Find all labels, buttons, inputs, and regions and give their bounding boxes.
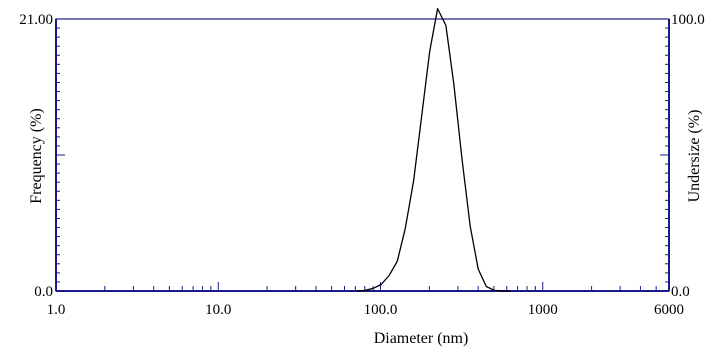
bottom-axis-ticks: [55, 282, 670, 291]
frequency-series-line: [357, 7, 511, 292]
y-left-tick-label: 21.00: [19, 12, 53, 28]
x-tick-label: 1.0: [47, 302, 66, 318]
y-axis-title-right: Undersize (%): [686, 110, 703, 203]
x-tick-label: 10.0: [205, 302, 231, 318]
y-left-tick-label: 0.0: [34, 284, 53, 300]
tick-labels: 1.0 10.0 100.0 1000 6000 0.0 21.00 0.0 100.0: [19, 12, 705, 318]
y-right-tick-label: 0.0: [671, 284, 690, 300]
plot-frame: [55, 18, 670, 292]
x-tick-label: 100.0: [364, 302, 398, 318]
x-axis-title: Diameter (nm): [374, 330, 469, 347]
plot-border: [55, 18, 670, 292]
left-axis-ticks: [56, 18, 65, 292]
y-axis-title-left: Frequency (%): [28, 108, 45, 204]
x-tick-label: 6000: [654, 302, 684, 318]
right-axis-ticks: [660, 18, 669, 292]
x-tick-label: 1000: [528, 302, 558, 318]
y-right-tick-label: 100.0: [671, 12, 705, 28]
data-series: [357, 7, 511, 292]
